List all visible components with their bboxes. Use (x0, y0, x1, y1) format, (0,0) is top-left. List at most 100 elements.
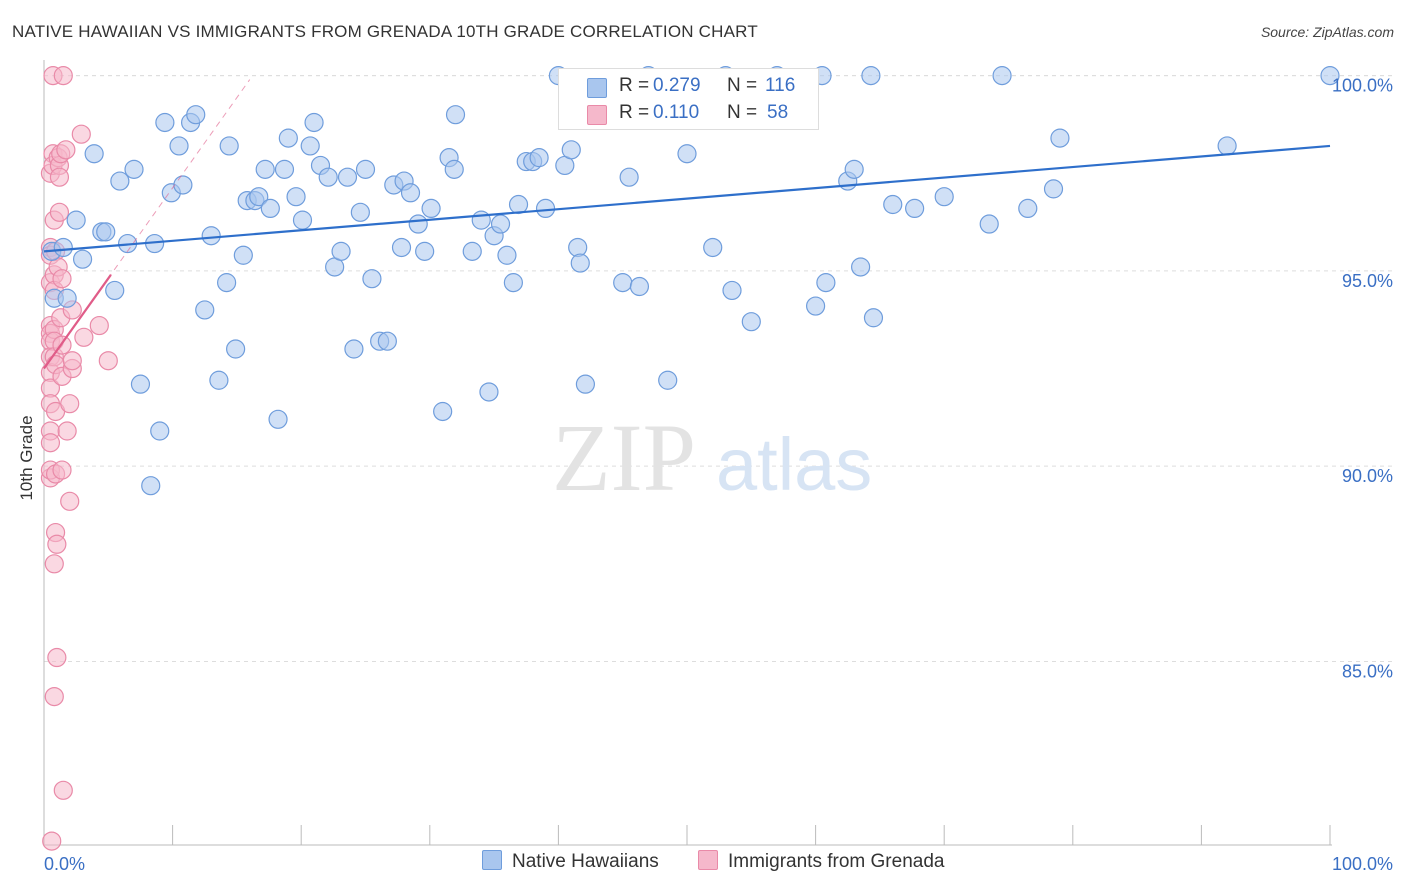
data-point (74, 327, 94, 347)
data-point (535, 198, 556, 219)
data-point (575, 374, 596, 394)
axes (43, 60, 1332, 846)
data-point (53, 66, 73, 86)
data-point (66, 210, 86, 230)
legend-n-value: 58 (767, 102, 789, 123)
data-point (53, 237, 73, 258)
data-point (150, 421, 170, 441)
data-point (741, 312, 761, 332)
x-tick-label: 0.0% (44, 854, 85, 874)
grenada-points (40, 66, 118, 851)
data-point (490, 214, 511, 234)
data-point (1043, 179, 1064, 199)
data-point (471, 210, 491, 230)
legend-item-hawaiians: Native Hawaiians (482, 850, 659, 873)
data-point (72, 249, 93, 269)
data-point (658, 370, 678, 390)
y-tick-label: 85.0% (1342, 661, 1393, 681)
data-point (400, 183, 421, 203)
data-point (249, 187, 269, 207)
data-point (561, 140, 581, 160)
data-point (219, 136, 239, 156)
data-point (124, 159, 144, 179)
data-point (52, 269, 72, 289)
data-point (1050, 128, 1070, 148)
legend-r-value: 0.279 (653, 75, 701, 96)
data-point (508, 194, 529, 215)
data-point (278, 128, 298, 148)
data-point (71, 124, 91, 144)
data-point (96, 222, 116, 242)
legend-row-grenada: R = 0.110 N = 58 (559, 102, 818, 126)
data-point (169, 136, 189, 156)
legend-row-hawaiians: R = 0.279 N = 116 (559, 75, 818, 99)
data-point (53, 780, 73, 800)
data-point (1018, 198, 1038, 219)
y-tick-label: 100.0% (1332, 76, 1393, 96)
x-tick-label: 100.0% (1332, 854, 1393, 874)
data-point (408, 214, 428, 234)
data-point (209, 370, 229, 390)
x-tick-labels: 0.0% 100.0% (44, 854, 1393, 874)
data-point (42, 831, 62, 851)
gridlines (44, 75, 1392, 662)
data-point (362, 269, 382, 289)
legend-n-label: N = (727, 75, 758, 96)
data-point (186, 105, 206, 125)
data-point (1320, 66, 1340, 86)
data-point (529, 148, 549, 168)
legend-n-label: N = (727, 102, 758, 123)
legend-r-value: 0.110 (653, 102, 700, 123)
trend-line (43, 274, 112, 370)
data-point (391, 237, 412, 258)
y-tick-labels: 85.0% 90.0% 95.0% 100.0% (1332, 76, 1393, 682)
data-point (286, 187, 306, 207)
data-point (49, 167, 70, 187)
trend-line (43, 144, 1331, 253)
data-point (155, 112, 175, 133)
data-point (462, 241, 482, 261)
legend-item-grenada: Immigrants from Grenada (698, 850, 944, 873)
data-point (619, 167, 639, 187)
data-point (304, 112, 324, 133)
data-point (377, 331, 397, 351)
data-point (47, 534, 67, 554)
data-point (479, 382, 499, 402)
data-point (934, 187, 954, 207)
legend-n-value: 116 (765, 75, 796, 96)
data-point (44, 686, 64, 707)
data-point (52, 460, 72, 480)
data-point (497, 245, 517, 265)
watermark-atlas: atlas (716, 423, 872, 506)
data-point (1217, 136, 1237, 156)
data-point (415, 241, 435, 261)
data-point (421, 198, 441, 219)
stats-legend: R = 0.279 N = 116 R = 0.110 N = 58 (558, 68, 819, 130)
data-point (40, 433, 61, 453)
data-point (217, 273, 237, 293)
watermark: ZIP atlas (552, 404, 872, 511)
data-point (60, 394, 80, 414)
data-point (268, 409, 288, 429)
data-point (62, 351, 82, 371)
legend-label-hawaiians: Native Hawaiians (512, 851, 659, 872)
data-point (57, 421, 77, 441)
data-point (201, 226, 221, 246)
data-point (98, 351, 118, 371)
legend-r-label: R = (619, 102, 650, 123)
data-point (344, 339, 364, 359)
y-tick-label: 95.0% (1342, 271, 1393, 291)
data-point (861, 66, 881, 86)
y-tick-label: 90.0% (1342, 466, 1393, 486)
data-point (173, 175, 193, 195)
hawaiian-points (42, 66, 1340, 496)
data-point (274, 159, 295, 179)
data-point (47, 647, 67, 668)
data-point (445, 105, 466, 125)
legend-r-label: R = (619, 75, 650, 96)
data-point (722, 280, 742, 301)
watermark-zip: ZIP (552, 404, 696, 511)
data-point (110, 171, 130, 191)
data-point (60, 491, 80, 511)
